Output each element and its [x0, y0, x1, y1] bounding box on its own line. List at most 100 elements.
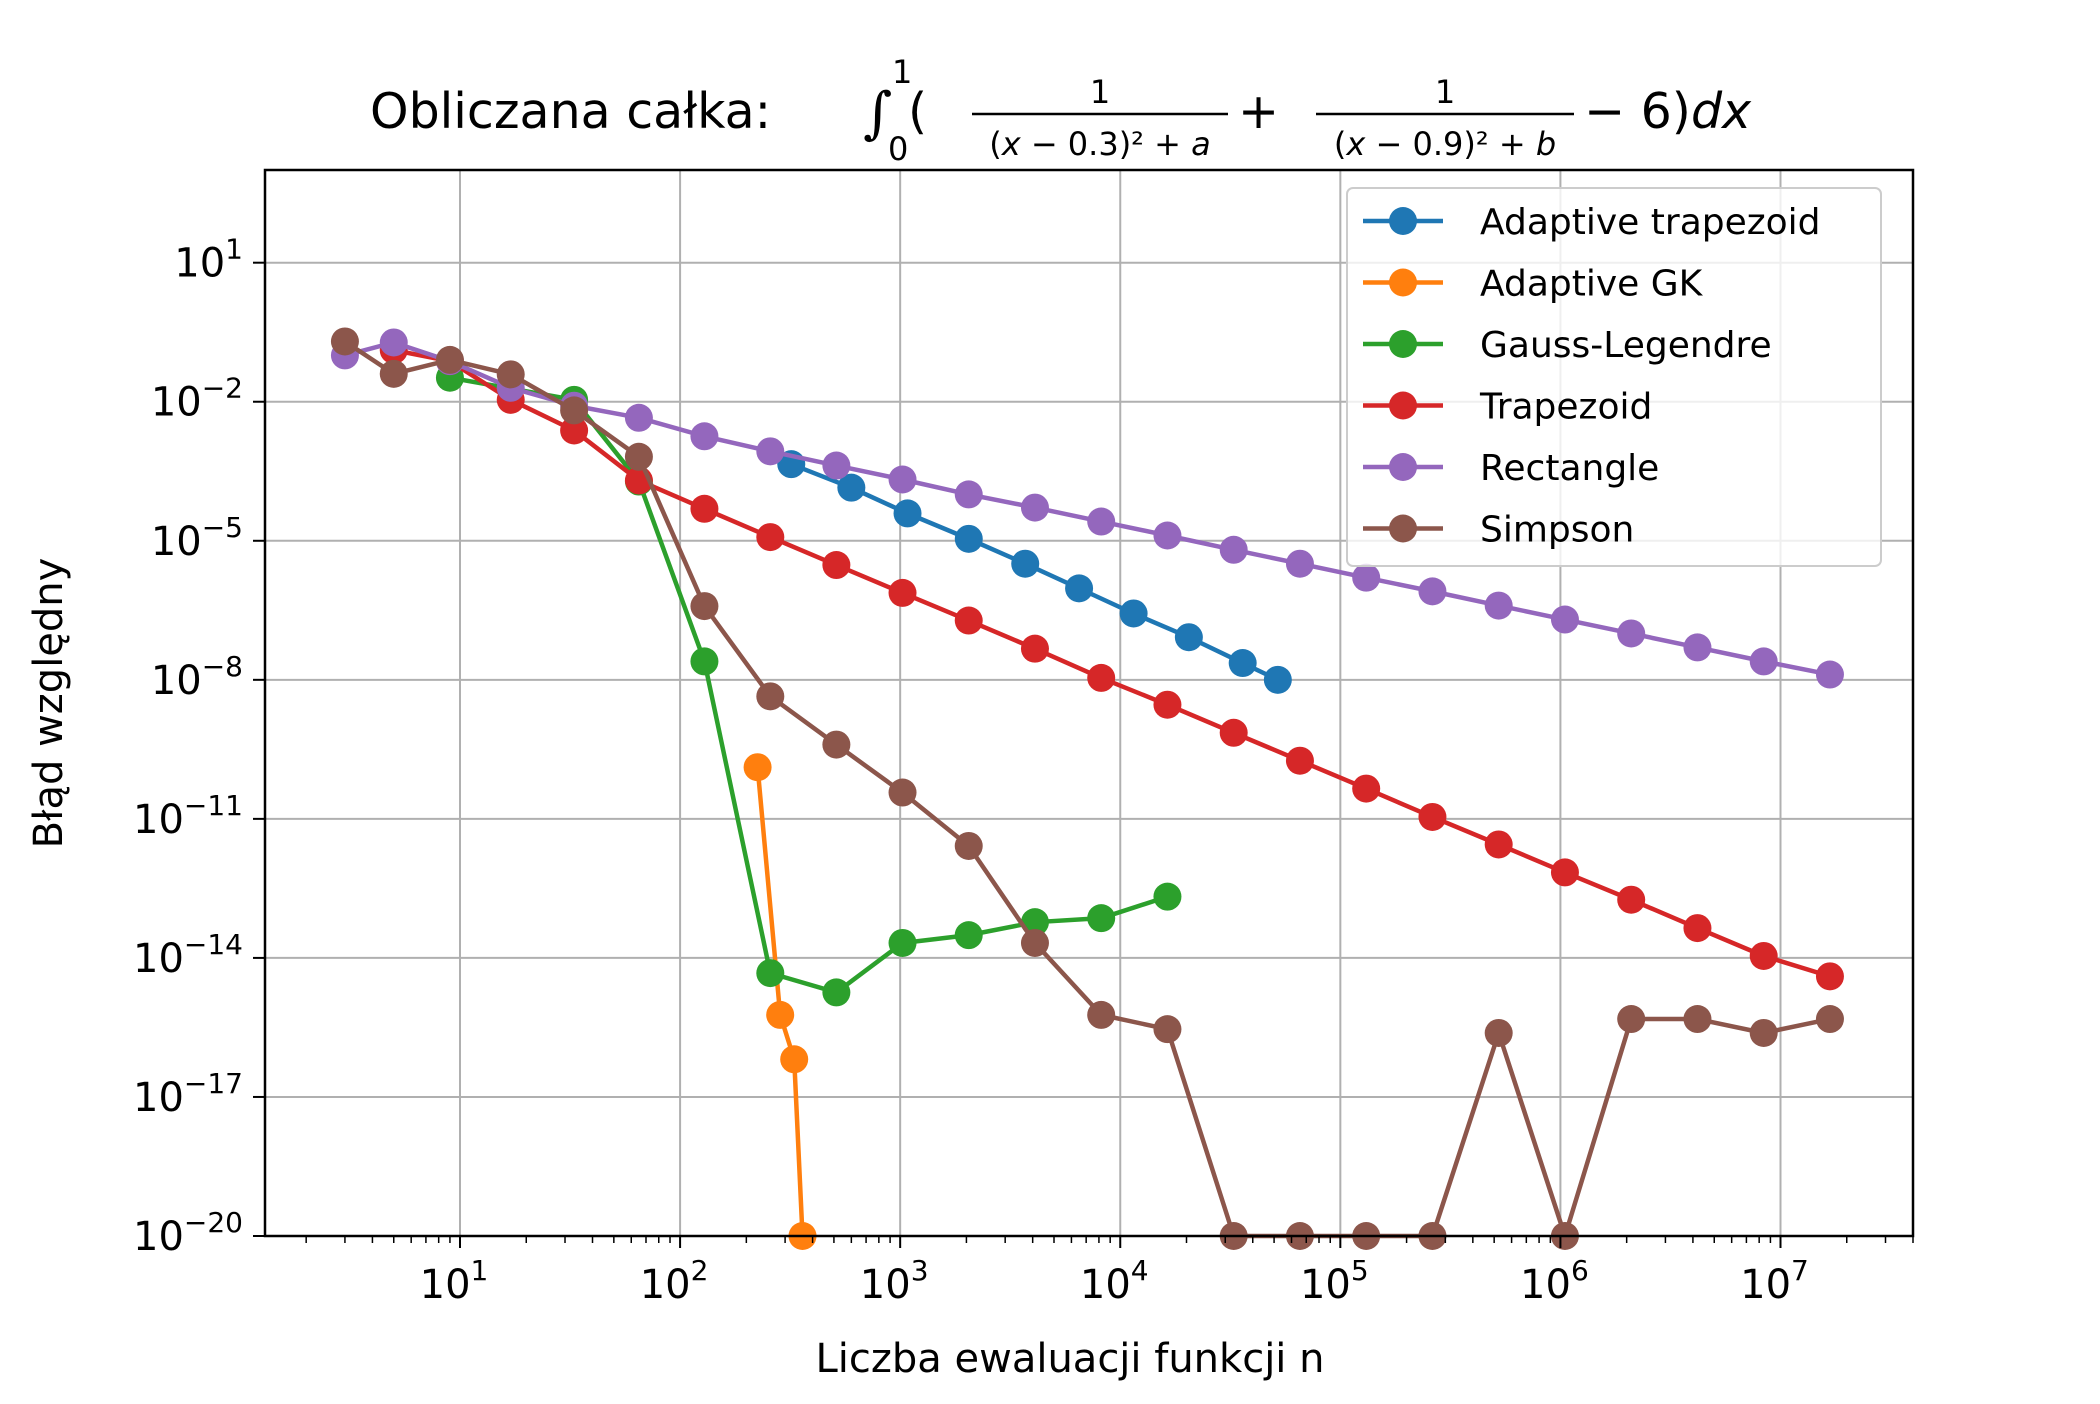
data-point: [1087, 663, 1116, 692]
data-point: [822, 551, 851, 580]
data-point: [1011, 549, 1040, 578]
data-point: [1285, 746, 1314, 775]
data-point: [756, 437, 785, 466]
legend-box: [1346, 187, 1882, 567]
x-axis: 101 102 103 104 105 106 107: [305, 1236, 1914, 1308]
y-tick-label: 10−11: [133, 789, 243, 843]
y-tick-label: 10−5: [151, 511, 243, 565]
data-point: [1020, 493, 1049, 522]
data-point: [1263, 665, 1292, 694]
legend-label: Trapezoid: [1479, 387, 1652, 428]
data-point: [954, 921, 983, 950]
data-point: [822, 451, 851, 480]
data-point: [756, 682, 785, 711]
data-point: [1484, 591, 1513, 620]
data-point: [1228, 649, 1257, 678]
chart-title-prefix: Obliczana całka:: [370, 83, 771, 140]
data-point: [1815, 1005, 1844, 1034]
chart-title-formula: ∫ 1 0 ( 1 (x − 0.3)² + a + 1 (x − 0.9)² …: [863, 53, 1752, 168]
data-point: [780, 1045, 809, 1074]
y-tick-label: 101: [174, 233, 243, 287]
x-tick-label: 103: [860, 1254, 929, 1308]
series-line: [790, 462, 1279, 682]
series-simpson: [330, 327, 1844, 1250]
x-tick-label: 106: [1520, 1254, 1589, 1308]
title-open-paren: (: [908, 83, 927, 140]
legend-label: Rectangle: [1480, 448, 1659, 489]
y-tick-label: 10−8: [151, 650, 243, 704]
data-point: [1219, 535, 1248, 564]
x-axis-label: Liczba ewaluacji funkcji n: [816, 1336, 1325, 1382]
data-point: [1087, 904, 1116, 933]
data-point: [756, 523, 785, 552]
data-point: [560, 416, 589, 445]
x-tick-label: 102: [640, 1254, 709, 1308]
title-frac2-num: 1: [1435, 73, 1455, 111]
data-point: [1749, 647, 1778, 676]
data-point: [496, 360, 525, 389]
data-point: [1749, 1018, 1778, 1047]
data-point: [1285, 549, 1314, 578]
title-lower-bound: 0: [888, 130, 908, 168]
data-point: [1087, 1000, 1116, 1029]
data-point: [1219, 718, 1248, 747]
data-point: [1815, 660, 1844, 689]
data-point: [1683, 914, 1712, 943]
data-point: [379, 328, 408, 357]
data-point: [624, 442, 653, 471]
title-upper-bound: 1: [892, 53, 912, 91]
data-point: [624, 403, 653, 432]
data-point: [743, 753, 772, 782]
legend: Adaptive trapezoid Adaptive GK Gauss-Legen…: [1346, 187, 1882, 567]
legend-item: Trapezoid: [1363, 387, 1652, 428]
data-point: [954, 831, 983, 860]
data-point: [1484, 1018, 1513, 1047]
title-frac2-den: (x − 0.9)² + b: [1334, 125, 1556, 163]
data-point: [1020, 928, 1049, 957]
chart-title: Obliczana całka: ∫ 1 0 ( 1 (x − 0.3)² + …: [370, 53, 1752, 168]
data-point: [1749, 941, 1778, 970]
series-line: [755, 767, 805, 1237]
y-axis-label: Błąd względny: [26, 558, 72, 849]
data-point: [1418, 802, 1447, 831]
legend-label: Simpson: [1480, 510, 1634, 551]
legend-label: Gauss-Legendre: [1480, 325, 1772, 366]
data-point: [330, 327, 359, 356]
data-point: [690, 592, 719, 621]
legend-marker: [1389, 330, 1417, 358]
legend-label: Adaptive trapezoid: [1480, 202, 1821, 243]
data-point: [888, 778, 917, 807]
legend-label: Adaptive GK: [1480, 264, 1704, 305]
data-point: [690, 647, 719, 676]
data-point: [435, 345, 464, 374]
legend-marker: [1389, 207, 1417, 235]
data-point: [1065, 574, 1094, 603]
legend-item: Rectangle: [1363, 448, 1659, 489]
legend-item: Gauss-Legendre: [1363, 325, 1772, 366]
legend-item: Simpson: [1363, 510, 1634, 551]
data-point: [766, 1000, 795, 1029]
y-tick-label: 10−2: [151, 372, 243, 426]
data-point: [888, 928, 917, 957]
data-point: [1352, 774, 1381, 803]
data-point: [1550, 605, 1579, 634]
data-point: [954, 524, 983, 553]
title-frac1-den: (x − 0.3)² + a: [989, 125, 1211, 163]
x-tick-label: 104: [1080, 1254, 1149, 1308]
title-frac1-num: 1: [1090, 73, 1110, 111]
series-rectangle: [330, 328, 1844, 689]
title-tail: − 6)dx: [1584, 83, 1752, 140]
x-tick-label: 101: [420, 1254, 489, 1308]
series-adaptive-trapezoid: [777, 450, 1292, 694]
data-point: [1174, 623, 1203, 652]
y-axis: 101 10−2 10−5 10−8 10−11 10−14 10−17 10−20: [133, 233, 265, 1260]
series-layer: [330, 327, 1844, 1250]
data-point: [888, 578, 917, 607]
data-point: [1418, 577, 1447, 606]
data-point: [822, 730, 851, 759]
data-point: [1815, 962, 1844, 991]
plot-frame: [263, 168, 1915, 1238]
series-gauss-legendre: [435, 363, 1182, 1007]
data-point: [1087, 507, 1116, 536]
series-adaptive-gk: [743, 753, 817, 1250]
